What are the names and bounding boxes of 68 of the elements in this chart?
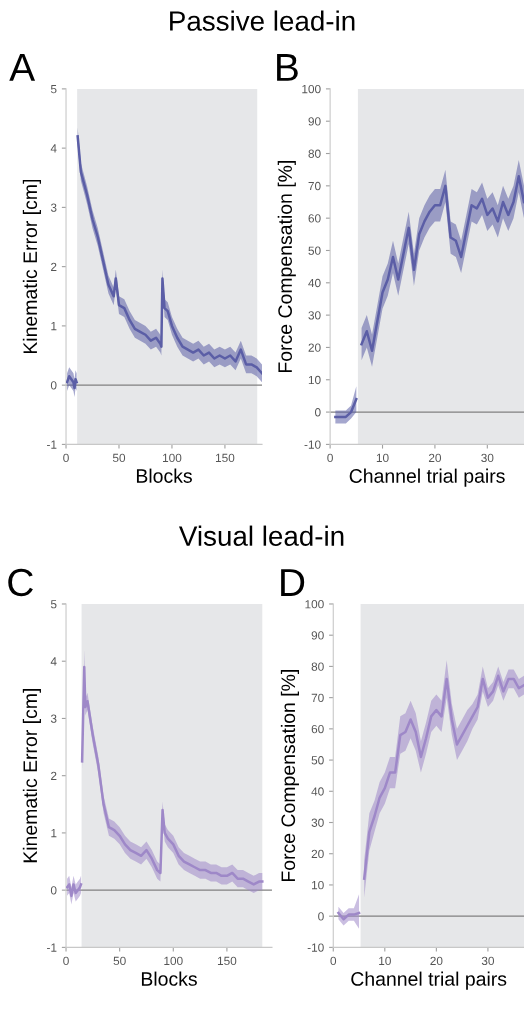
y-tick-label: 1 [51, 829, 57, 838]
x-tick-label: 10 [376, 453, 389, 463]
x-tick-label: 150 [215, 453, 235, 463]
y-tick-label: -1 [47, 943, 57, 952]
y-tick-label: 90 [308, 117, 321, 126]
x-tick-label: 0 [63, 453, 69, 463]
x-tick-label: 30 [481, 453, 494, 463]
x-tick-label: 0 [330, 956, 337, 966]
y-tick-label: -10 [304, 440, 321, 449]
y-tick-label: -1 [47, 440, 57, 449]
x-tick-label: 100 [163, 453, 182, 463]
y-axis-title: Kinematic Error [cm] [22, 179, 41, 354]
text: Passive lead-in [170, 10, 355, 31]
y-tick-label: 4 [50, 144, 57, 153]
y-tick-label: 50 [311, 756, 324, 765]
y-tick-label: 3 [50, 203, 57, 212]
y-axis-title: Force Compensation [%] [280, 670, 299, 882]
x-tick-label: 50 [112, 453, 126, 463]
y-tick-label: 30 [311, 818, 324, 827]
y-axis-title: Kinematic Error [cm] [22, 689, 41, 863]
x-tick-label: 30 [481, 956, 495, 966]
y-tick-label: 70 [311, 693, 324, 703]
y-tick-label: 40 [308, 278, 321, 288]
y-axis-title: Force Compensation [%] [277, 161, 296, 373]
y-tick-label: 0 [314, 408, 321, 417]
text: Visual lead-in [178, 525, 344, 546]
y-tick-label: 20 [308, 343, 321, 352]
y-tick-label: 2 [51, 771, 57, 780]
x-tick-label: 150 [217, 956, 237, 966]
y-tick-label: 10 [312, 880, 324, 890]
chart-title: C [8, 568, 33, 597]
y-tick-label: 20 [311, 849, 324, 859]
y-tick-label: 50 [308, 246, 321, 255]
y-tick-label: 0 [50, 381, 57, 390]
x-tick-label: 20 [428, 453, 442, 463]
y-tick-label: 80 [311, 662, 324, 671]
x-axis-title: Blocks [141, 971, 197, 986]
y-tick-label: 1 [51, 322, 57, 331]
x-tick-label: 0 [327, 453, 333, 463]
y-tick-label: 0 [318, 912, 324, 921]
y-tick-label: 100 [305, 600, 324, 609]
y-tick-label: 60 [311, 724, 324, 734]
y-tick-label: 2 [51, 262, 57, 271]
y-tick-label: 70 [308, 181, 321, 191]
y-tick-label: 3 [50, 714, 57, 723]
y-tick-label: 90 [311, 631, 324, 640]
y-tick-label: 40 [311, 787, 324, 796]
y-tick-label: 4 [50, 657, 57, 666]
y-tick-label: 0 [50, 886, 57, 895]
y-tick-label: 80 [308, 149, 321, 158]
x-axis-title: Channel trial pairs [349, 468, 505, 487]
y-tick-label: 100 [302, 84, 321, 94]
x-tick-label: 50 [113, 956, 126, 966]
y-tick-label: 10 [308, 375, 321, 385]
x-tick-label: 0 [63, 956, 69, 966]
y-tick-label: 30 [308, 311, 321, 320]
chart-title: D [281, 569, 305, 596]
y-tick-label: 60 [308, 214, 321, 223]
y-tick-label: -10 [307, 943, 324, 952]
y-tick-label: 5 [50, 600, 57, 609]
x-tick-label: 10 [379, 956, 391, 966]
x-axis-title: Blocks [136, 468, 192, 483]
chart-title: A [9, 54, 36, 81]
y-tick-label: 5 [50, 85, 57, 94]
chart-title: B [277, 54, 298, 81]
x-tick-label: 20 [430, 956, 443, 966]
x-tick-label: 100 [164, 956, 183, 966]
x-axis-title: Channel trial pairs [351, 971, 507, 990]
